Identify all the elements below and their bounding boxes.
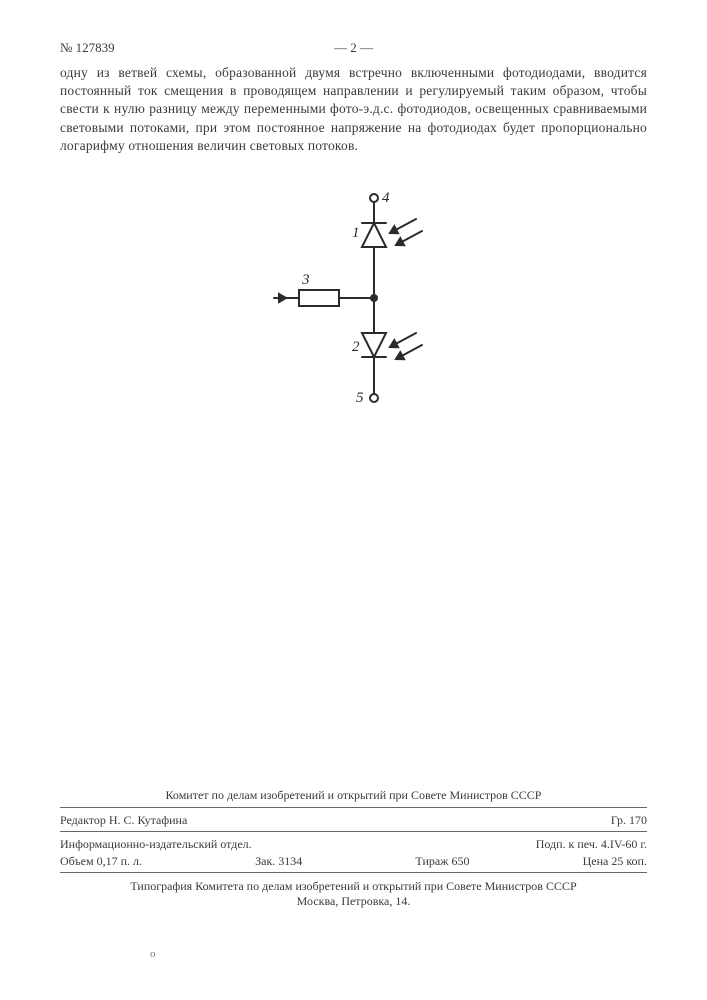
footer-rule-2	[60, 831, 647, 832]
group: Гр. 170	[611, 812, 647, 829]
editor-label: Редактор	[60, 813, 106, 827]
svg-text:1: 1	[352, 225, 360, 241]
page-marker: — 2 —	[334, 40, 373, 56]
tirazh: Тираж 650	[415, 853, 469, 870]
editor-name: Н. С. Кутафина	[109, 813, 187, 827]
footer-block: Комитет по делам изобретений и открытий …	[60, 788, 647, 910]
circuit-diagram-wrap: 4 1 3 2 5	[60, 183, 647, 413]
svg-text:3: 3	[301, 272, 310, 288]
order: Зак. 3134	[255, 853, 302, 870]
editor-row: Редактор Н. С. Кутафина Гр. 170	[60, 812, 647, 829]
volume: Объем 0,17 п. л.	[60, 853, 142, 870]
page: № 127839 — 2 — № 127839 одну из ветвей с…	[0, 0, 707, 1000]
committee-line: Комитет по делам изобретений и открытий …	[60, 788, 647, 803]
pub-row-1: Информационно-издательский отдел. Подп. …	[60, 836, 647, 853]
price: Цена 25 коп.	[583, 853, 647, 870]
svg-text:2: 2	[352, 339, 360, 355]
stray-mark: о	[150, 948, 156, 960]
footer-rule-1	[60, 807, 647, 808]
pub-row-2: Объем 0,17 п. л. Зак. 3134 Тираж 650 Цен…	[60, 853, 647, 870]
svg-text:4: 4	[382, 190, 390, 206]
pub-dept: Информационно-издательский отдел.	[60, 836, 252, 853]
circuit-diagram: 4 1 3 2 5	[244, 183, 464, 413]
svg-text:5: 5	[356, 390, 364, 406]
header-row: № 127839 — 2 — № 127839	[60, 40, 647, 56]
sign-date: Подп. к печ. 4.IV-60 г.	[536, 836, 647, 853]
typography-line-2: Москва, Петровка, 14.	[60, 894, 647, 910]
body-paragraph: одну из ветвей схемы, образованной двумя…	[60, 64, 647, 155]
doc-number: № 127839	[60, 40, 115, 56]
footer-rule-3	[60, 872, 647, 873]
typography-block: Типография Комитета по делам изобретений…	[60, 879, 647, 910]
editor: Редактор Н. С. Кутафина	[60, 812, 187, 829]
typography-line-1: Типография Комитета по делам изобретений…	[60, 879, 647, 895]
